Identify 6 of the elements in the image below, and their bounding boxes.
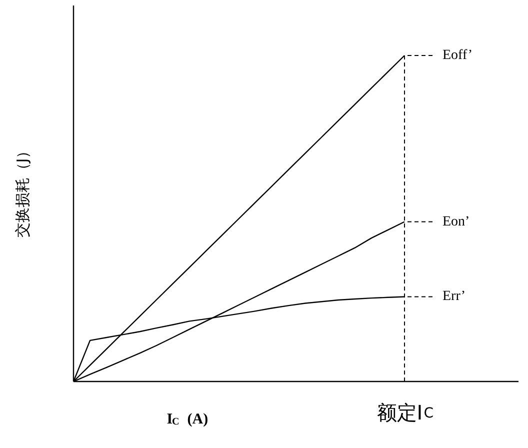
- legend-label: Err’: [442, 289, 466, 304]
- legend-label: Eon’: [442, 214, 470, 230]
- x-axis-title: IC (A): [166, 412, 208, 428]
- y-axis-title: 交换损耗（J）: [14, 143, 32, 238]
- text: 额定IC: [376, 400, 434, 424]
- legend-label: Eoff’: [442, 48, 473, 63]
